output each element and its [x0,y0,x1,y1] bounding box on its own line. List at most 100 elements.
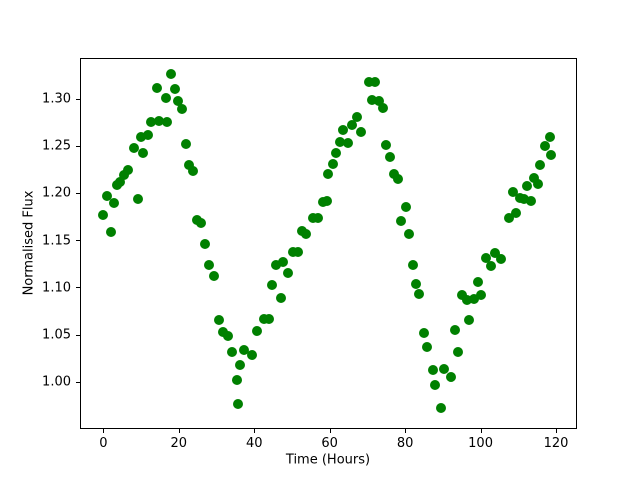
data-point [540,140,551,151]
y-tick-mark [76,146,80,147]
data-point [176,103,187,114]
plot-area [80,58,577,429]
data-point [222,331,233,342]
data-point [209,271,220,282]
data-point [165,69,176,80]
data-point [380,139,391,150]
data-point [435,403,446,414]
data-point [367,94,378,105]
y-tick-label: 1.20 [42,185,71,201]
data-point [461,294,472,305]
data-point [184,159,194,170]
data-point [392,173,403,184]
data-point [351,112,362,123]
data-point [277,256,288,267]
data-point [410,278,421,289]
data-point [132,193,143,204]
data-point [233,399,244,410]
data-point [98,209,109,220]
data-point [481,253,492,264]
data-point [226,346,237,357]
data-point [449,324,460,335]
x-axis-label: Time (Hours) [285,452,371,468]
data-point [403,228,414,239]
data-point [264,313,275,324]
data-point [160,92,171,103]
data-point [356,126,366,137]
data-point [136,132,147,143]
data-point [378,103,389,114]
data-point [142,130,153,141]
y-tick-label: 1.00 [42,374,71,390]
data-point [301,228,312,239]
data-point [292,247,303,258]
data-point [162,117,173,128]
data-point [472,276,483,287]
data-point [275,292,286,303]
data-point [145,117,156,128]
data-point [476,289,487,300]
data-point [428,365,439,376]
x-tick-label: 100 [468,436,493,451]
data-point [388,169,399,180]
y-tick-mark [76,335,80,336]
data-point [511,207,522,218]
data-point [231,374,242,385]
x-tick-mark [179,429,180,433]
data-point [495,254,506,265]
data-point [508,187,518,198]
data-point [408,259,419,270]
data-point [196,218,207,229]
y-tick-mark [76,287,80,288]
data-point [251,325,262,336]
x-tick-mark [103,429,104,433]
data-point [347,120,358,130]
data-point [258,314,269,325]
data-point [119,170,130,181]
data-point [172,96,183,107]
data-point [438,363,449,374]
data-point [105,226,116,237]
data-point [323,169,334,180]
data-point [532,179,543,190]
data-point [170,84,181,95]
data-point [463,315,474,326]
x-tick-mark [556,429,557,433]
data-point [525,195,536,206]
data-point [283,268,294,279]
data-point [267,279,278,290]
data-point [334,137,345,147]
data-point [414,288,425,299]
data-point [246,350,257,361]
data-point [445,372,456,383]
x-tick-label: 0 [99,436,108,451]
x-tick-label: 40 [245,436,263,451]
data-point [204,259,215,270]
data-point [529,172,540,183]
data-point [114,176,125,187]
data-point [188,166,199,177]
x-tick-mark [405,429,406,433]
y-tick-mark [76,193,80,194]
y-tick-mark [76,99,80,100]
data-point [151,83,162,94]
data-point [328,158,339,169]
data-point [101,190,112,201]
data-point [330,148,341,159]
x-tick-label: 20 [170,436,188,451]
data-point [234,359,245,370]
data-point [239,344,250,355]
data-point [154,116,165,127]
x-tick-label: 60 [321,436,338,451]
data-point [322,196,333,207]
data-point [457,289,468,300]
data-point [370,76,381,87]
data-point [430,379,441,390]
data-point [271,259,282,270]
data-point [401,202,412,213]
y-tick-mark [76,240,80,241]
data-point [544,132,555,143]
y-tick-label: 1.25 [42,138,71,154]
y-tick-mark [76,382,80,383]
